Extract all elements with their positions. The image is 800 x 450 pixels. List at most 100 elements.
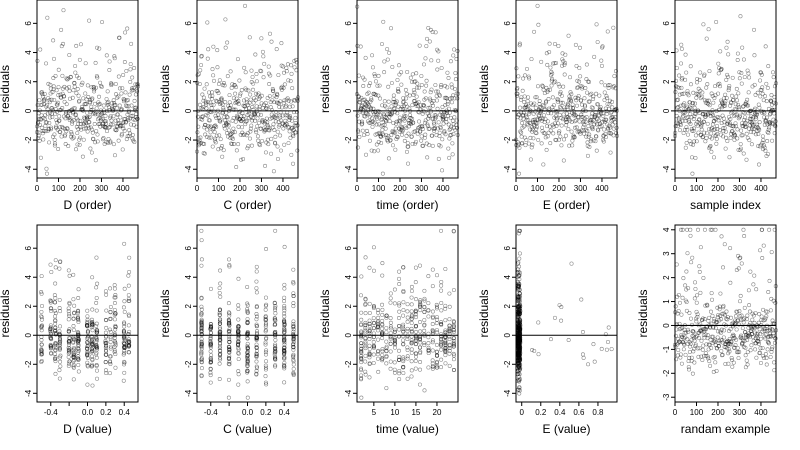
data-point <box>568 90 573 95</box>
data-point <box>722 242 727 247</box>
data-point <box>675 98 680 103</box>
data-point <box>273 311 278 316</box>
data-point <box>731 124 736 129</box>
data-point <box>607 102 612 107</box>
data-point <box>94 285 99 290</box>
data-point <box>264 116 269 121</box>
data-point <box>431 120 436 125</box>
data-point <box>47 140 52 145</box>
data-point <box>135 116 140 121</box>
data-point <box>701 22 706 27</box>
data-point <box>53 281 58 286</box>
data-point <box>447 346 452 351</box>
data-point <box>409 338 414 343</box>
data-point <box>443 330 448 335</box>
data-point <box>58 364 63 369</box>
data-point <box>110 108 115 113</box>
data-point <box>92 89 97 94</box>
data-point <box>263 363 268 368</box>
data-point <box>408 75 413 80</box>
data-point <box>677 300 682 305</box>
data-point <box>43 129 48 134</box>
data-point <box>90 320 95 325</box>
data-point <box>516 322 521 327</box>
data-point <box>104 340 109 345</box>
data-point <box>71 354 76 359</box>
data-point <box>53 359 58 364</box>
data-point <box>435 89 440 94</box>
x-tick-label: 0.4 <box>119 408 131 417</box>
data-point <box>122 348 127 353</box>
data-point <box>94 345 99 350</box>
data-point <box>115 95 120 100</box>
data-point <box>682 342 687 347</box>
data-point <box>443 353 448 358</box>
data-point <box>591 96 596 101</box>
data-point <box>361 133 366 138</box>
data-point <box>421 103 426 108</box>
data-point <box>691 334 696 339</box>
data-point <box>405 315 410 320</box>
data-point <box>40 303 44 308</box>
data-point <box>207 118 212 123</box>
data-point <box>572 135 577 140</box>
data-point <box>754 287 759 292</box>
data-point <box>550 71 555 76</box>
data-point <box>367 328 372 333</box>
data-point <box>85 335 90 340</box>
data-point <box>419 82 424 87</box>
data-point <box>256 138 261 143</box>
data-point <box>39 274 44 279</box>
x-tick-label: 300 <box>574 184 588 193</box>
data-point <box>451 319 456 324</box>
data-point <box>560 63 565 68</box>
data-point <box>447 329 452 334</box>
data-point <box>135 89 140 94</box>
data-point <box>100 111 105 116</box>
data-point <box>443 332 448 337</box>
data-point <box>72 303 77 308</box>
data-point <box>211 102 216 107</box>
data-point <box>263 295 268 300</box>
data-point <box>418 340 423 345</box>
data-point <box>199 323 204 328</box>
data-point <box>718 49 723 54</box>
data-point <box>94 321 99 326</box>
data-point <box>129 41 134 46</box>
data-point <box>263 340 268 345</box>
data-point <box>407 120 412 125</box>
data-point <box>422 296 427 301</box>
data-point <box>434 115 439 120</box>
data-point <box>269 151 274 156</box>
data-point <box>67 359 72 364</box>
x-tick-label: 0 <box>514 184 519 193</box>
data-point <box>421 109 426 114</box>
data-point <box>271 169 276 174</box>
data-point <box>380 171 385 176</box>
data-point <box>291 134 296 138</box>
data-point <box>738 113 743 118</box>
data-point <box>285 96 290 101</box>
data-point <box>521 76 526 81</box>
data-point <box>363 55 368 60</box>
data-point <box>45 111 50 116</box>
data-point <box>261 54 266 59</box>
data-point <box>77 137 82 142</box>
data-point <box>384 315 389 320</box>
data-point <box>90 383 95 388</box>
data-point <box>446 122 451 127</box>
data-point <box>702 72 707 77</box>
data-point <box>740 45 745 50</box>
data-point <box>712 127 717 132</box>
data-point <box>220 102 225 107</box>
data-point <box>447 328 452 333</box>
data-point <box>522 135 527 140</box>
data-point <box>245 395 250 400</box>
data-point <box>729 315 733 320</box>
data-point <box>85 382 90 387</box>
data-point <box>273 318 278 323</box>
data-point <box>581 355 586 360</box>
data-point <box>281 64 286 69</box>
data-point <box>233 119 238 124</box>
data-point <box>213 98 218 103</box>
